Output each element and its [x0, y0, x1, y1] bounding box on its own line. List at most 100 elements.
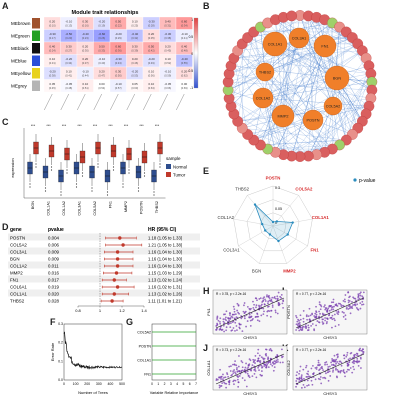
network-node	[286, 10, 297, 22]
network-edge	[324, 45, 353, 135]
heatmap-cell-pvalue: (0.66)	[164, 86, 171, 90]
gene-tick-label: COL1A1	[47, 201, 51, 216]
forest-pvalue: 0.028	[48, 299, 60, 304]
forest-point	[110, 299, 114, 303]
network-edge	[308, 81, 373, 157]
heatmap-cell-pvalue: (0.19)	[98, 24, 105, 28]
forest-point	[115, 250, 120, 254]
error-y-tick: 0.1	[58, 359, 63, 363]
panel-label-f: F	[50, 317, 56, 327]
heatmap-cell-value: 0.60	[115, 45, 121, 49]
radar-point	[275, 220, 279, 223]
heatmap-title: Module trait relationships	[72, 10, 139, 16]
network-edge	[291, 45, 326, 157]
pvalue-radar: POSTN COL5A2 COL1A1 FN1 MMP2 BGN COL3A1 COL1A2 T…	[217, 176, 376, 274]
column-label-tick	[60, 93, 69, 111]
radar-point	[277, 239, 280, 243]
network-edge	[260, 139, 347, 146]
heatmap-cell-pvalue: (0.42)	[148, 49, 155, 53]
heatmap-cell-pvalue: (0.47)	[98, 74, 105, 78]
network-edge	[262, 81, 372, 99]
heatmap-cell-pvalue: (0.32)	[131, 36, 138, 40]
hub-gene-label: COL5A2	[326, 105, 341, 109]
network-edge	[274, 43, 358, 129]
panel-label-g: G	[126, 317, 134, 327]
heatmap-cell-value: -0.20	[49, 70, 56, 74]
network-edge	[308, 98, 372, 157]
heatmap-cell-pvalue: (0.41)	[65, 74, 72, 78]
heatmap-cell-value: -0.40	[131, 32, 138, 36]
forest-pvalue: 0.009	[48, 250, 60, 255]
hub-node	[313, 34, 337, 58]
radar-axis-label: MMP2	[283, 269, 296, 274]
heatmap-cell-value: -0.10	[164, 70, 171, 74]
gene-tick-label: COL1A2	[62, 201, 66, 216]
heatmap-cell-value: -0.10	[98, 57, 105, 61]
network-edge	[283, 17, 338, 79]
heatmap-cell-value: 0.10	[66, 70, 72, 74]
importance-x-tick: 1	[157, 382, 159, 386]
legend-tumor: Tumor	[173, 173, 186, 178]
heatmap-cell-pvalue: (0.44)	[82, 74, 89, 78]
regression-line	[295, 353, 365, 385]
error-x-tick: 400	[107, 382, 113, 386]
sig-mark: ***	[93, 124, 98, 128]
heatmap-cell-value: 0.50	[115, 20, 121, 24]
column-label-tick	[110, 93, 119, 111]
heatmap-cell-pvalue: (0.41)	[181, 36, 188, 40]
importance-gene-label: COL1A1	[137, 359, 151, 363]
heatmap-cell-pvalue: (0.43)	[115, 61, 122, 65]
ppi-network: COL1A1 COL3A1 FN1 THBS2 BGN COL1A2 COL5A2 MMP2 P…	[222, 10, 378, 162]
sig-mark: ***	[155, 124, 160, 128]
boxplot-ylabel: expression	[10, 158, 15, 177]
network-edge	[308, 73, 372, 157]
radar-ring	[259, 212, 287, 239]
gene-tick-label: MMP2	[124, 201, 128, 212]
heatmap-cell-value: -0.20	[98, 20, 105, 24]
forest-point	[121, 243, 125, 247]
heatmap-cell-pvalue: (0.55)	[181, 61, 188, 65]
heatmap-cell-pvalue: (0.34)	[65, 61, 72, 65]
heatmap-cell-value: -0.40	[181, 57, 188, 61]
heatmap-cell-value: -0.30	[49, 32, 56, 36]
heatmap-cell-pvalue: (0.59)	[164, 74, 171, 78]
forest-point	[112, 292, 117, 296]
hub-node	[252, 87, 274, 109]
heatmap-cell-value: 0.30	[82, 20, 88, 24]
hub-gene-label: MMP2	[278, 115, 289, 119]
scatter-ylabel: COL1A1	[206, 360, 211, 376]
radar-axis-label: THBS2	[235, 187, 249, 192]
heatmap-cell-value: -0.10	[115, 82, 122, 86]
expression-boxplot: expression *** BGN *** COL1A1 *** COL1A2 *** CO…	[10, 124, 187, 216]
heatmap-cell-value: 0.10	[132, 20, 138, 24]
column-label-tick	[77, 93, 86, 111]
heatmap-cell-pvalue: (0.49)	[148, 61, 155, 65]
network-edge	[233, 113, 309, 157]
heatmap-cell-value: -0.40	[82, 32, 89, 36]
radar-ring-label: 0	[275, 221, 277, 225]
heatmap-cell-pvalue: (0.54)	[98, 86, 105, 90]
column-label-tick	[143, 93, 152, 111]
column-label-tick	[126, 93, 135, 111]
radar-legend: p-value	[359, 178, 376, 184]
heatmap-cell-pvalue: (0.45)	[49, 86, 56, 90]
heatmap-cell-value: 0.00	[181, 82, 187, 86]
heatmap-cell-pvalue: (0.26)	[98, 36, 105, 40]
heatmap-cell-value: 0.20	[132, 57, 138, 61]
heatmap-cell-pvalue: (0.38)	[164, 36, 171, 40]
scatter-ylabel: POSTN	[286, 305, 291, 319]
network-edge	[262, 97, 309, 157]
error-rate-plot: Error Rate Number of Trees 0 100 200 300 400…	[50, 322, 125, 395]
hub-gene-label: COL1A2	[256, 97, 271, 101]
heatmap-cell-pvalue: (0.13)	[65, 24, 72, 28]
colorbar	[193, 17, 199, 89]
forest-gene: COL1A2	[10, 264, 27, 269]
heatmap-cell-pvalue: (0.25)	[131, 24, 138, 28]
network-edge	[275, 45, 326, 153]
error-y-tick: 0.2	[58, 341, 63, 345]
heatmap-cell-value: 0.10	[148, 70, 154, 74]
forest-point	[114, 271, 119, 275]
scatter-ylabel: FN1	[206, 307, 211, 315]
radar-axis-label: COL3A1	[223, 248, 240, 253]
